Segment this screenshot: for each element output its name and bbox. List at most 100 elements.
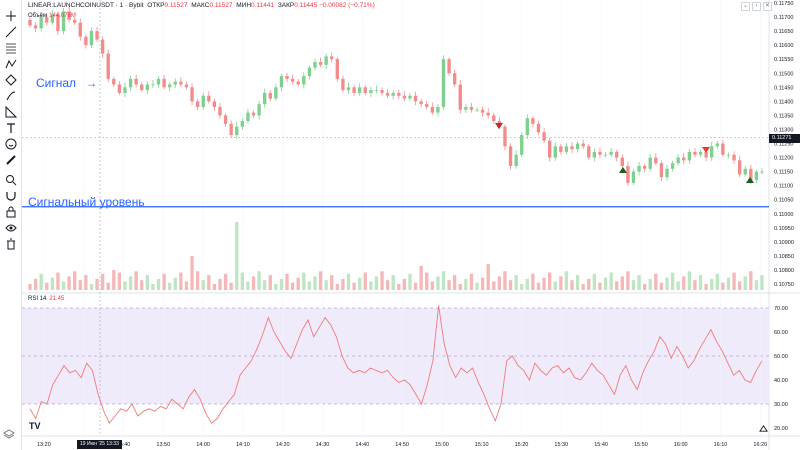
volume-bar — [710, 278, 714, 290]
close-button[interactable]: ✕ — [763, 2, 772, 11]
candle-body — [307, 67, 312, 77]
volume-bar — [754, 280, 759, 290]
zoom-tool-button[interactable] — [3, 172, 19, 188]
volume-bar — [693, 280, 697, 290]
candle-body — [240, 121, 245, 127]
signal-arrow-icon: → — [85, 76, 98, 90]
volume-bar — [637, 275, 641, 290]
measure-tool-button[interactable] — [3, 104, 19, 120]
signal-level-annotation[interactable]: Сигнальный уровень — [28, 195, 145, 209]
trash-tool-button[interactable] — [3, 236, 19, 252]
volume-bar — [128, 276, 133, 290]
candle-body — [687, 151, 692, 161]
candle-body — [570, 146, 574, 150]
candle-body — [704, 151, 708, 158]
trendline-icon — [5, 26, 17, 38]
collapse-button[interactable]: ⌄ — [741, 2, 750, 11]
fib-tool-button[interactable] — [3, 40, 19, 56]
candle-body — [698, 151, 703, 155]
volume-bar — [307, 281, 312, 290]
rsi-axis-label: 60.00 — [774, 330, 788, 336]
candle-body — [173, 81, 177, 85]
candle-body — [587, 146, 591, 158]
candle-body — [430, 106, 434, 113]
lock-tool-button[interactable] — [3, 204, 19, 220]
magnet-tool-button[interactable] — [3, 188, 19, 204]
candle-body — [162, 78, 166, 88]
chart-area[interactable]: 0.11750 0.11700 0.11650 0.11600 0.11550 0.115… — [22, 0, 800, 450]
price-axis-label: 0.11650 — [774, 29, 793, 35]
pattern-icon — [5, 59, 17, 69]
volume-bar — [84, 275, 88, 290]
candle-body — [380, 90, 384, 93]
symbol-name[interactable]: LINEAR:LAUNCHCOINUSDT · 1 · Bybit — [28, 2, 144, 9]
candle-body — [609, 151, 613, 155]
candle-body — [257, 104, 261, 116]
volume-bar — [525, 278, 529, 290]
candle-body — [184, 84, 189, 88]
time-axis-label: 13:40 — [117, 442, 131, 448]
candle-body — [715, 143, 719, 147]
rsi-legend[interactable]: RSI 14 21.45 — [28, 296, 64, 302]
candle-body — [475, 109, 479, 111]
time-axis-label: 15:40 — [594, 442, 608, 448]
volume-bar — [469, 273, 474, 290]
emoji-tool-button[interactable] — [3, 136, 19, 152]
volume-bar — [184, 281, 189, 290]
candle-body — [665, 168, 669, 178]
pattern-tool-button[interactable] — [3, 56, 19, 72]
candle-body — [693, 151, 697, 155]
price-axis-label: 0.11050 — [774, 198, 793, 204]
volume-bar — [106, 282, 110, 290]
candle-body — [631, 171, 636, 183]
candle-body — [620, 157, 624, 166]
volume-bar — [268, 275, 272, 290]
volume-bar — [212, 284, 217, 290]
volume-bar — [195, 271, 200, 290]
candle-body — [156, 78, 161, 85]
crosshair-tool-button[interactable] — [3, 8, 19, 24]
volume-bar — [413, 282, 418, 290]
time-axis-label: 16:00 — [674, 442, 688, 448]
eye-tool-button[interactable] — [3, 220, 19, 236]
projection-tool-button[interactable] — [3, 72, 19, 88]
volume-bar — [542, 277, 546, 290]
volume-bar — [547, 272, 552, 290]
text-tool-button[interactable] — [3, 120, 19, 136]
candle-body — [168, 84, 172, 88]
reset-scale-icon[interactable] — [759, 424, 768, 433]
candle-body — [598, 151, 602, 155]
volume-bar — [570, 280, 574, 290]
candle-body — [279, 76, 284, 88]
volume-bar — [73, 271, 77, 290]
candle-body — [145, 84, 150, 91]
brush-tool-button[interactable] — [3, 88, 19, 104]
time-axis-label: 15:20 — [515, 442, 529, 448]
price-axis-label: 0.10900 — [774, 240, 794, 246]
volume-bar — [620, 276, 624, 290]
volume-bar — [615, 281, 619, 290]
trendline-tool-button[interactable] — [3, 24, 19, 40]
candle-body — [760, 171, 764, 173]
layers-icon[interactable] — [2, 427, 16, 441]
volume-bar — [458, 284, 462, 290]
back-button[interactable]: ‹ — [752, 2, 761, 11]
candle-body — [754, 171, 759, 181]
volume-bar — [346, 273, 351, 290]
volume-bar — [665, 277, 669, 290]
volume-label: Объём — [28, 13, 48, 19]
volume-bar — [760, 275, 764, 290]
volume-bar — [514, 275, 518, 290]
candle-body — [626, 165, 630, 183]
volume-bar — [369, 281, 373, 290]
signal-annotation[interactable]: Сигнал → — [36, 76, 97, 90]
ruler-tool-button[interactable] — [3, 152, 19, 168]
price-axis-label: 0.11150 — [774, 170, 793, 176]
price-axis-label: 0.11350 — [774, 113, 793, 119]
candle-body — [581, 143, 585, 147]
price-axis-label: 0.11500 — [774, 71, 793, 77]
time-axis-label: 14:30 — [316, 442, 330, 448]
volume-bar — [95, 278, 99, 290]
chart-canvas[interactable]: 0.11750 0.11700 0.11650 0.11600 0.11550 0.115… — [22, 0, 800, 450]
eye-icon — [5, 224, 17, 232]
